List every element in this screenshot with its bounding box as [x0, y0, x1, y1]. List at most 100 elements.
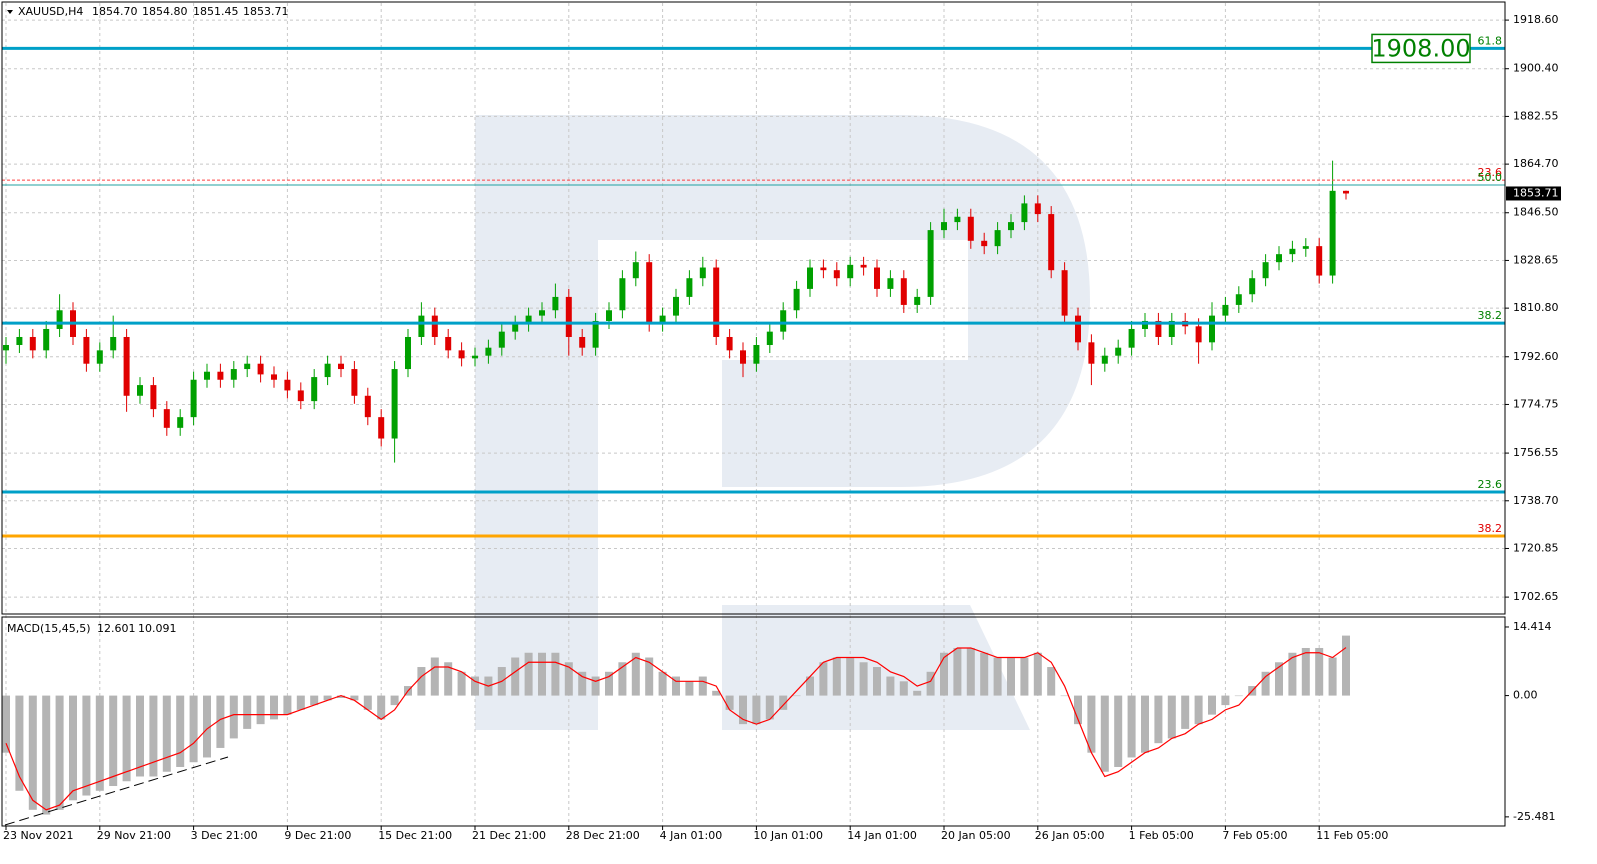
- macd-bar: [873, 667, 881, 696]
- menu-arrow: [7, 10, 13, 14]
- macd-bar: [832, 657, 841, 696]
- macd-bar: [698, 676, 707, 696]
- fibo-label: 23.6: [1478, 478, 1503, 491]
- candle-body: [686, 278, 693, 297]
- candle-body: [311, 377, 318, 402]
- target-label: 1908.00: [1371, 34, 1470, 62]
- candle-body: [217, 371, 224, 380]
- candle-body: [1168, 320, 1175, 337]
- macd-bar: [42, 695, 51, 815]
- macd-bar: [1342, 635, 1350, 696]
- macd-bar: [1141, 695, 1149, 753]
- macd-bar: [966, 647, 975, 696]
- quote-low: 1851.45: [193, 5, 239, 18]
- watermark-stem: [475, 115, 598, 730]
- candle-body: [539, 310, 545, 316]
- candle-body: [887, 278, 894, 289]
- candle-body: [833, 270, 840, 279]
- candle-body: [646, 262, 653, 324]
- candle-body: [1008, 222, 1014, 231]
- quote-open: 1854.70: [92, 5, 138, 18]
- x-tick-label: 29 Nov 21:00: [97, 829, 171, 842]
- candle-body: [1142, 320, 1148, 329]
- x-tick-label: 4 Jan 01:00: [660, 829, 723, 842]
- quote-close: 1853.71: [243, 5, 289, 18]
- candle-body: [981, 240, 988, 247]
- candle-body: [941, 222, 947, 231]
- candle-body: [954, 216, 961, 223]
- candle-body: [1316, 246, 1323, 276]
- macd-bar: [15, 695, 24, 791]
- candle-body: [485, 347, 492, 356]
- candle-body: [900, 278, 907, 305]
- candle-body: [1235, 294, 1242, 305]
- candle-body: [324, 363, 331, 378]
- x-tick-label: 11 Feb 05:00: [1316, 829, 1388, 842]
- candle-body: [1115, 347, 1122, 356]
- candle-body: [43, 328, 50, 351]
- macd-bar: [457, 671, 466, 696]
- macd-bar: [886, 676, 895, 696]
- candle-body: [1329, 190, 1336, 276]
- candle-body: [512, 323, 519, 332]
- x-tick-label: 14 Jan 01:00: [847, 829, 917, 842]
- watermark: [475, 115, 1090, 730]
- macd-bar: [1047, 667, 1056, 696]
- candle-body: [378, 417, 385, 439]
- macd-bar: [712, 690, 721, 696]
- candle-body: [740, 350, 746, 364]
- candle-body: [713, 267, 720, 337]
- macd-bar: [631, 652, 640, 696]
- price-box: [1506, 186, 1561, 201]
- macd-bar: [658, 671, 667, 696]
- candle-body: [230, 369, 237, 380]
- candle-body: [1209, 315, 1215, 343]
- macd-title: MACD(15,45,5): [7, 622, 91, 635]
- macd-bar: [953, 647, 962, 696]
- macd-bar: [819, 662, 828, 696]
- macd-bar: [1020, 657, 1029, 696]
- candle-body: [820, 267, 827, 271]
- macd-bar: [95, 695, 104, 791]
- candle-body: [565, 296, 572, 337]
- candle-body: [606, 310, 612, 321]
- candle-body: [96, 350, 103, 364]
- candle-body: [123, 336, 130, 396]
- macd-bar: [243, 695, 252, 729]
- y-tick-label: 1846.50: [1513, 206, 1559, 219]
- candle-body: [431, 315, 438, 337]
- candle-body: [860, 264, 867, 268]
- macd-bar: [846, 657, 855, 696]
- macd-bar: [618, 662, 627, 696]
- candle-body: [418, 315, 425, 337]
- macd-bar: [1127, 695, 1136, 758]
- y-tick-label: 1828.65: [1513, 253, 1559, 266]
- macd-bar: [1074, 695, 1082, 725]
- watermark-bowl: [598, 115, 1090, 487]
- candle-body: [150, 385, 157, 410]
- candle-body: [190, 379, 197, 418]
- candle-body: [16, 336, 23, 346]
- fibo-label: 38.2: [1478, 522, 1503, 535]
- candle-body: [137, 385, 143, 396]
- macd-bar: [1315, 647, 1324, 696]
- macd-bar: [538, 652, 546, 696]
- y-tick-label: 1720.85: [1513, 541, 1559, 554]
- y-tick-label: -25.481: [1513, 810, 1555, 823]
- macd-bar: [1208, 695, 1216, 715]
- macd-bar: [310, 695, 319, 706]
- candle-body: [244, 363, 251, 370]
- candle-body: [1249, 278, 1256, 295]
- macd-bar: [1033, 652, 1042, 696]
- candle-body: [338, 363, 344, 370]
- candle-body: [1128, 328, 1135, 348]
- macd-bar: [806, 676, 814, 696]
- marks: [2, 46, 1505, 815]
- candle-body: [967, 216, 974, 241]
- candle-body: [364, 395, 371, 418]
- fibo-label: 50.0: [1478, 171, 1503, 184]
- candle-body: [579, 336, 586, 348]
- candle-body: [914, 296, 921, 305]
